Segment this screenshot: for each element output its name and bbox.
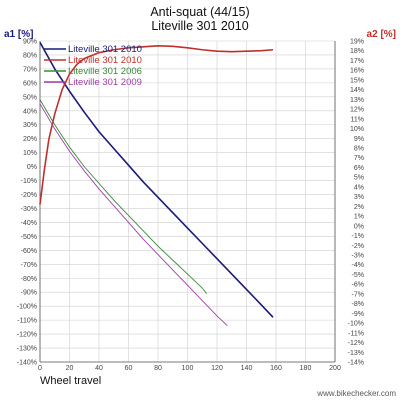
x-tick-label: 200 bbox=[329, 365, 341, 372]
x-tick-label: 40 bbox=[95, 365, 103, 372]
left-tick-label: -60% bbox=[21, 248, 37, 255]
left-tick-label: 80% bbox=[23, 52, 37, 59]
right-tick-label: -14% bbox=[348, 360, 364, 367]
series-line-3 bbox=[39, 99, 208, 294]
legend-label: Liteville 301 2009 bbox=[68, 77, 142, 88]
left-tick-label: -120% bbox=[17, 332, 37, 339]
left-tick-label: 50% bbox=[23, 94, 37, 101]
right-tick-label: -9% bbox=[352, 311, 364, 318]
legend-label: Liteville 301 2010 bbox=[68, 55, 142, 66]
x-tick-label: 160 bbox=[270, 365, 282, 372]
left-tick-label: -40% bbox=[21, 220, 37, 227]
right-tick-label: -13% bbox=[348, 350, 364, 357]
left-tick-label: -100% bbox=[17, 304, 37, 311]
right-tick-label: 6% bbox=[354, 165, 364, 172]
right-axis-label: a2 [%] bbox=[367, 29, 396, 40]
right-tick-label: 5% bbox=[354, 175, 364, 182]
x-tick-label: 140 bbox=[241, 365, 253, 372]
chart-subtitle: Liteville 301 2010 bbox=[151, 19, 248, 33]
right-tick-label: -7% bbox=[352, 291, 364, 298]
left-tick-label: -20% bbox=[21, 192, 37, 199]
left-tick-label: -110% bbox=[17, 318, 37, 325]
x-tick-label: 60 bbox=[125, 365, 133, 372]
series-line-1 bbox=[39, 42, 274, 318]
right-tick-label: -1% bbox=[352, 233, 364, 240]
left-tick-label: 0% bbox=[27, 164, 37, 171]
left-tick-label: -130% bbox=[17, 346, 37, 353]
right-tick-label: 11% bbox=[351, 116, 365, 123]
right-tick-label: 2% bbox=[354, 204, 364, 211]
x-tick-label: 20 bbox=[66, 365, 74, 372]
grid bbox=[39, 40, 336, 363]
left-tick-label: 20% bbox=[23, 136, 37, 143]
right-tick-label: -3% bbox=[352, 253, 364, 260]
right-tick-label: 9% bbox=[354, 136, 364, 143]
left-tick-label: -50% bbox=[21, 234, 37, 241]
right-tick-label: -12% bbox=[348, 340, 364, 347]
right-tick-label: -2% bbox=[352, 243, 364, 250]
right-tick-label: -5% bbox=[352, 272, 364, 279]
legend-label: Liteville 301 2006 bbox=[68, 66, 142, 77]
left-tick-label: 90% bbox=[23, 39, 37, 46]
left-tick-label: -80% bbox=[21, 276, 37, 283]
series-line-2 bbox=[39, 45, 274, 205]
left-tick-label: -90% bbox=[21, 290, 37, 297]
left-tick-label: -140% bbox=[17, 360, 37, 367]
right-tick-label: 1% bbox=[354, 214, 364, 221]
left-tick-label: 60% bbox=[23, 80, 37, 87]
right-tick-label: -8% bbox=[352, 301, 364, 308]
right-tick-label: -10% bbox=[348, 321, 364, 328]
series-line-4 bbox=[39, 103, 228, 327]
x-tick-label: 180 bbox=[300, 365, 312, 372]
right-tick-label: 16% bbox=[350, 68, 364, 75]
left-tick-label: 70% bbox=[23, 66, 37, 73]
right-tick-label: 8% bbox=[354, 146, 364, 153]
right-tick-label: 0% bbox=[354, 223, 364, 230]
left-tick-label: 10% bbox=[23, 150, 37, 157]
series-lines bbox=[39, 42, 274, 327]
right-tick-label: -11% bbox=[348, 330, 364, 337]
left-axis-label: a1 [%] bbox=[4, 29, 33, 40]
left-tick-label: 40% bbox=[23, 108, 37, 115]
right-tick-label: 15% bbox=[350, 77, 364, 84]
right-tick-label: 10% bbox=[350, 126, 364, 133]
right-tick-label: 17% bbox=[350, 58, 364, 65]
right-tick-label: -4% bbox=[352, 262, 364, 269]
right-tick-label: 14% bbox=[350, 87, 364, 94]
right-tick-label: 13% bbox=[350, 97, 364, 104]
x-axis-label: Wheel travel bbox=[40, 375, 101, 387]
right-tick-label: 12% bbox=[350, 107, 364, 114]
chart-title: Anti-squat (44/15) bbox=[150, 5, 249, 19]
left-tick-label: -70% bbox=[21, 262, 37, 269]
tick-labels: 0 20 40 60 80 100 120 140 160 180 200 90% 80% 70% 60% 5… bbox=[17, 39, 364, 373]
left-tick-label: 30% bbox=[23, 122, 37, 129]
right-tick-label: 3% bbox=[354, 194, 364, 201]
watermark-text: www.bikechecker.com bbox=[316, 389, 396, 398]
right-tick-label: 18% bbox=[350, 48, 364, 55]
right-tick-label: -6% bbox=[352, 282, 364, 289]
x-tick-label: 100 bbox=[182, 365, 194, 372]
left-tick-label: -30% bbox=[21, 206, 37, 213]
left-tick-label: -10% bbox=[21, 178, 37, 185]
right-tick-label: 4% bbox=[354, 184, 364, 191]
right-tick-label: 19% bbox=[350, 39, 364, 46]
legend-label: Liteville 301 2010 bbox=[68, 44, 142, 55]
x-tick-label: 120 bbox=[211, 365, 223, 372]
right-tick-label: 7% bbox=[354, 155, 364, 162]
x-tick-label: 80 bbox=[154, 365, 162, 372]
x-tick-label: 0 bbox=[38, 365, 42, 372]
